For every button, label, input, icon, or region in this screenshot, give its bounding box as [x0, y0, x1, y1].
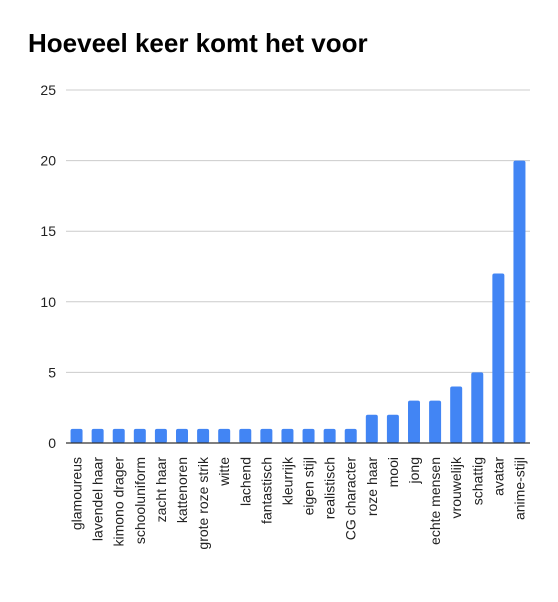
- y-tick-label: 10: [40, 294, 56, 310]
- bar: [471, 372, 484, 443]
- y-tick-labels: 0 5 10 15 20 25: [40, 82, 56, 451]
- x-tick-label: vrouwelijk: [448, 456, 464, 518]
- bar: [386, 414, 399, 443]
- bar: [450, 386, 463, 443]
- x-tick-label: grote roze strik: [195, 456, 211, 550]
- y-tick-label: 20: [40, 153, 56, 169]
- x-tick-label: zacht haar: [153, 457, 169, 523]
- y-tick-label: 25: [40, 82, 56, 98]
- bar: [239, 428, 252, 443]
- x-tick-label: echte mensen: [427, 457, 443, 545]
- x-tick-label: mooi: [385, 457, 401, 487]
- bar: [154, 428, 167, 443]
- bar: [344, 428, 357, 443]
- bar: [513, 160, 526, 443]
- x-tick-label: witte: [216, 457, 232, 487]
- bar: [176, 428, 188, 443]
- x-tick-label: roze haar: [364, 457, 380, 516]
- y-tick-label: 15: [40, 223, 56, 239]
- x-tick-label: CG character: [343, 457, 359, 541]
- x-tick-label: eigen stijl: [301, 457, 317, 515]
- bar: [112, 428, 125, 443]
- x-tick-label: lavendel haar: [90, 457, 106, 541]
- x-tick-label: fantastisch: [258, 457, 274, 524]
- bar: [133, 428, 146, 443]
- bar: [281, 428, 294, 443]
- x-tick-label: realistisch: [322, 457, 338, 519]
- gridlines: [66, 89, 530, 373]
- x-tick-labels: glamoureus lavendel haar kimono drager scho…: [69, 456, 528, 550]
- bar: [408, 400, 420, 443]
- bar: [492, 273, 505, 443]
- x-tick-label: kleurrijk: [279, 456, 295, 505]
- chart-title: Hoeveel keer komt het voor: [28, 28, 368, 58]
- y-tick-label: 0: [48, 435, 56, 451]
- x-tick-label: jong: [406, 457, 422, 484]
- x-tick-label: lachend: [237, 457, 253, 506]
- bar: [260, 428, 273, 443]
- bar: [365, 414, 378, 443]
- x-tick-label: avatar: [490, 457, 506, 496]
- x-tick-label: schooluniform: [132, 457, 148, 544]
- bar: [302, 428, 315, 443]
- x-tick-label: kimono drager: [111, 457, 127, 547]
- bar: [218, 428, 231, 443]
- x-tick-label: schattig: [469, 457, 485, 505]
- x-tick-label: kattenoren: [174, 457, 190, 523]
- bar: [429, 400, 442, 443]
- x-tick-label: glamoureus: [69, 457, 85, 530]
- x-tick-label: anime-stijl: [511, 457, 527, 520]
- bar: [197, 428, 210, 443]
- bar: [70, 428, 83, 443]
- bar: [323, 428, 336, 443]
- bars: [70, 160, 526, 443]
- y-tick-label: 5: [48, 364, 56, 380]
- bar: [91, 428, 104, 443]
